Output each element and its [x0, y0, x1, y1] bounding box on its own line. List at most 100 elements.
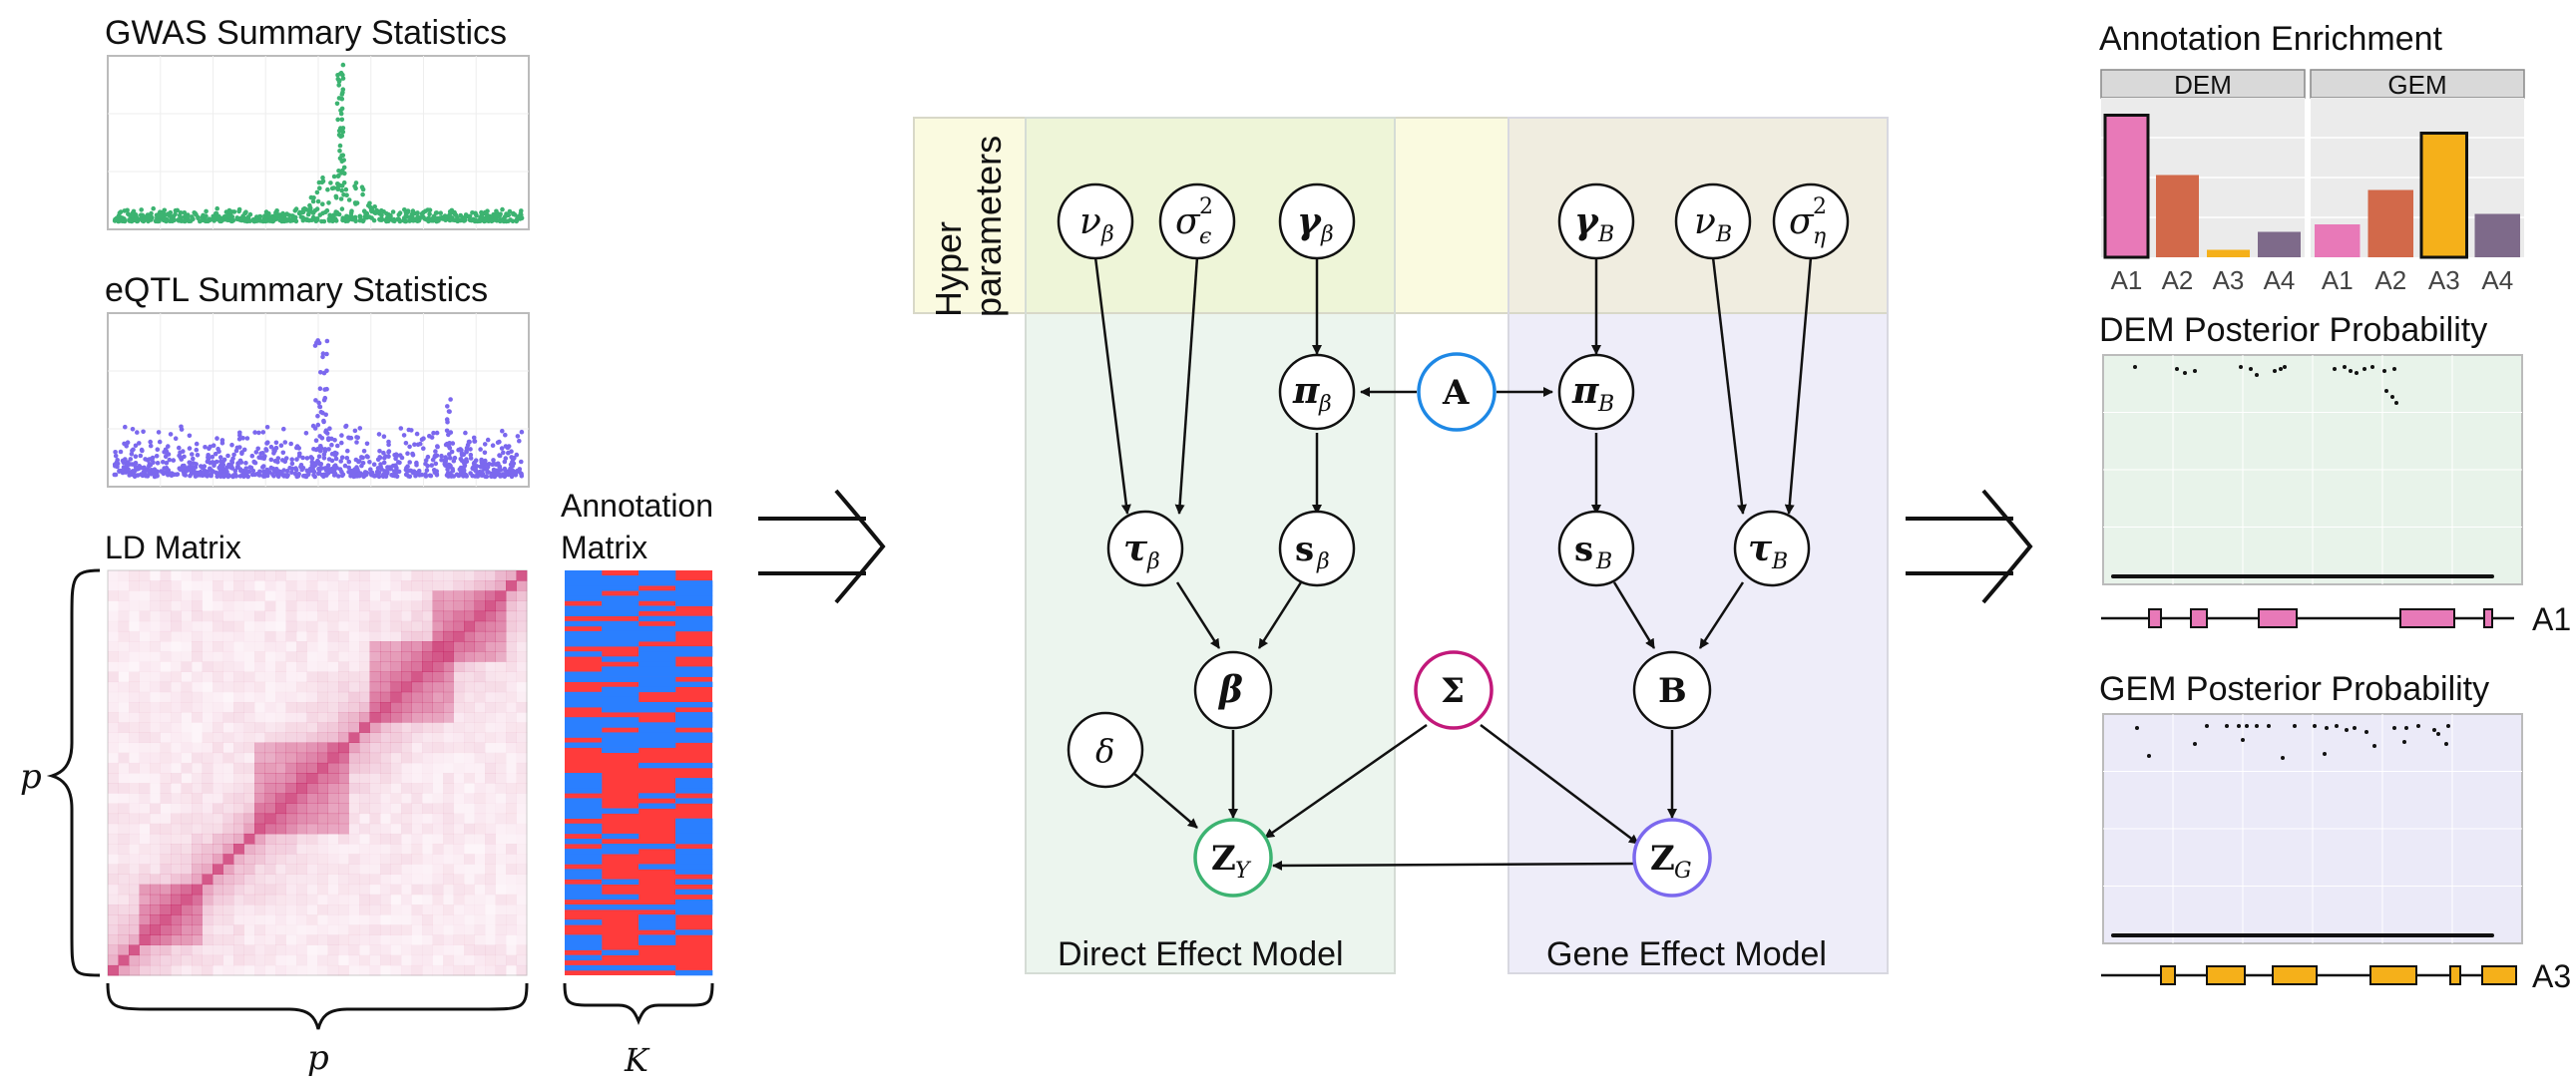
eqtl-point: [156, 430, 162, 435]
ld-cell: [181, 924, 193, 935]
ld-cell: [119, 672, 130, 683]
ld-cell: [443, 783, 454, 794]
ld-cell: [161, 641, 172, 652]
ld-cell: [411, 954, 423, 966]
eqtl-point: [144, 473, 149, 479]
ld-cell: [401, 823, 412, 835]
gwas-point: [247, 211, 253, 217]
ld-cell: [181, 954, 193, 966]
posterior-point: [2175, 367, 2179, 371]
ld-cell: [150, 762, 161, 774]
ld-cell: [233, 773, 244, 784]
ld-cell: [160, 773, 172, 784]
ld-cell: [464, 600, 475, 612]
gwas-point: [326, 200, 331, 205]
ld-cell: [296, 844, 307, 855]
gwas-point: [317, 185, 322, 190]
ld-cell: [327, 620, 339, 632]
ld-cell: [264, 944, 276, 956]
eqtl-point: [433, 461, 439, 467]
ld-cell: [244, 601, 255, 612]
ld-cell: [422, 742, 433, 754]
svg-text:2: 2: [1813, 194, 1827, 219]
ld-cell: [401, 620, 412, 632]
eqtl-point: [510, 468, 516, 474]
ld-cell: [443, 630, 454, 642]
eqtl-point: [205, 472, 210, 478]
gwas-point: [427, 211, 432, 216]
ld-cell: [359, 874, 370, 886]
ld-cell: [213, 874, 223, 886]
gwas-point: [338, 196, 344, 201]
ld-cell: [453, 813, 465, 825]
ld-cell: [192, 833, 203, 845]
annotation-cell: [675, 595, 713, 601]
p-label-left: p: [20, 757, 42, 797]
eqtl-point: [187, 446, 193, 451]
ld-cell: [411, 823, 423, 835]
ld-cell: [422, 570, 433, 581]
annotation-cell: [565, 919, 603, 925]
ld-cell: [202, 864, 214, 875]
ld-cell: [254, 793, 265, 804]
ld-cell: [348, 813, 360, 825]
ld-cell: [485, 620, 496, 632]
ld-cell: [192, 894, 203, 905]
eqtl-point: [217, 455, 223, 460]
ld-cell: [359, 793, 370, 804]
ld-cell: [233, 844, 244, 855]
ld-cell: [233, 601, 244, 612]
ld-cell: [359, 904, 370, 915]
gene-track-a1: [2101, 608, 2514, 628]
annotation-cell: [675, 823, 713, 830]
ld-cell: [317, 844, 328, 855]
ld-cell: [328, 924, 339, 935]
node-nu-beta: ν β: [1057, 182, 1134, 260]
ld-cell: [233, 651, 244, 662]
eqtl-point: [344, 456, 350, 461]
ld-cell: [495, 641, 507, 652]
ld-cell: [160, 954, 172, 966]
ld-cell: [412, 934, 423, 945]
ld-cell: [181, 833, 193, 845]
ld-cell: [443, 600, 454, 612]
ld-cell: [108, 601, 119, 612]
ld-cell: [213, 803, 223, 815]
gwas-point: [151, 205, 156, 211]
ld-cell: [129, 833, 140, 845]
ld-cell: [380, 803, 391, 815]
enrichment-bar: [2474, 213, 2520, 257]
ld-cell: [254, 631, 265, 642]
ld-cell: [317, 651, 328, 662]
ld-cell: [359, 803, 370, 815]
ld-cell: [506, 844, 517, 855]
ld-cell: [464, 834, 475, 845]
ld-cell: [286, 661, 297, 672]
ld-cell: [369, 671, 381, 683]
eqtl-point: [495, 440, 501, 446]
ld-cell: [264, 732, 276, 743]
ld-cell: [453, 874, 465, 886]
ld-cell: [192, 580, 203, 591]
gwas-point: [347, 216, 352, 222]
ld-cell: [359, 752, 370, 764]
ld-cell: [401, 630, 412, 642]
ld-cell: [119, 743, 130, 754]
ld-cell: [464, 875, 475, 886]
gwas-point: [335, 174, 341, 179]
ld-cell: [171, 671, 182, 683]
ld-cell: [233, 630, 244, 642]
eqtl-point: [472, 467, 478, 473]
ld-cell: [275, 712, 286, 723]
ld-cell: [275, 944, 286, 956]
ld-cell: [139, 934, 151, 945]
svg-text:π: π: [1571, 370, 1599, 412]
ld-cell: [222, 874, 234, 886]
ld-cell: [380, 732, 391, 743]
ld-cell: [380, 590, 391, 601]
annotation-cell: [602, 707, 640, 713]
ld-cell: [464, 620, 475, 632]
annotation-cell: [565, 884, 603, 891]
ld-cell: [140, 651, 151, 662]
ld-cell: [474, 904, 486, 915]
